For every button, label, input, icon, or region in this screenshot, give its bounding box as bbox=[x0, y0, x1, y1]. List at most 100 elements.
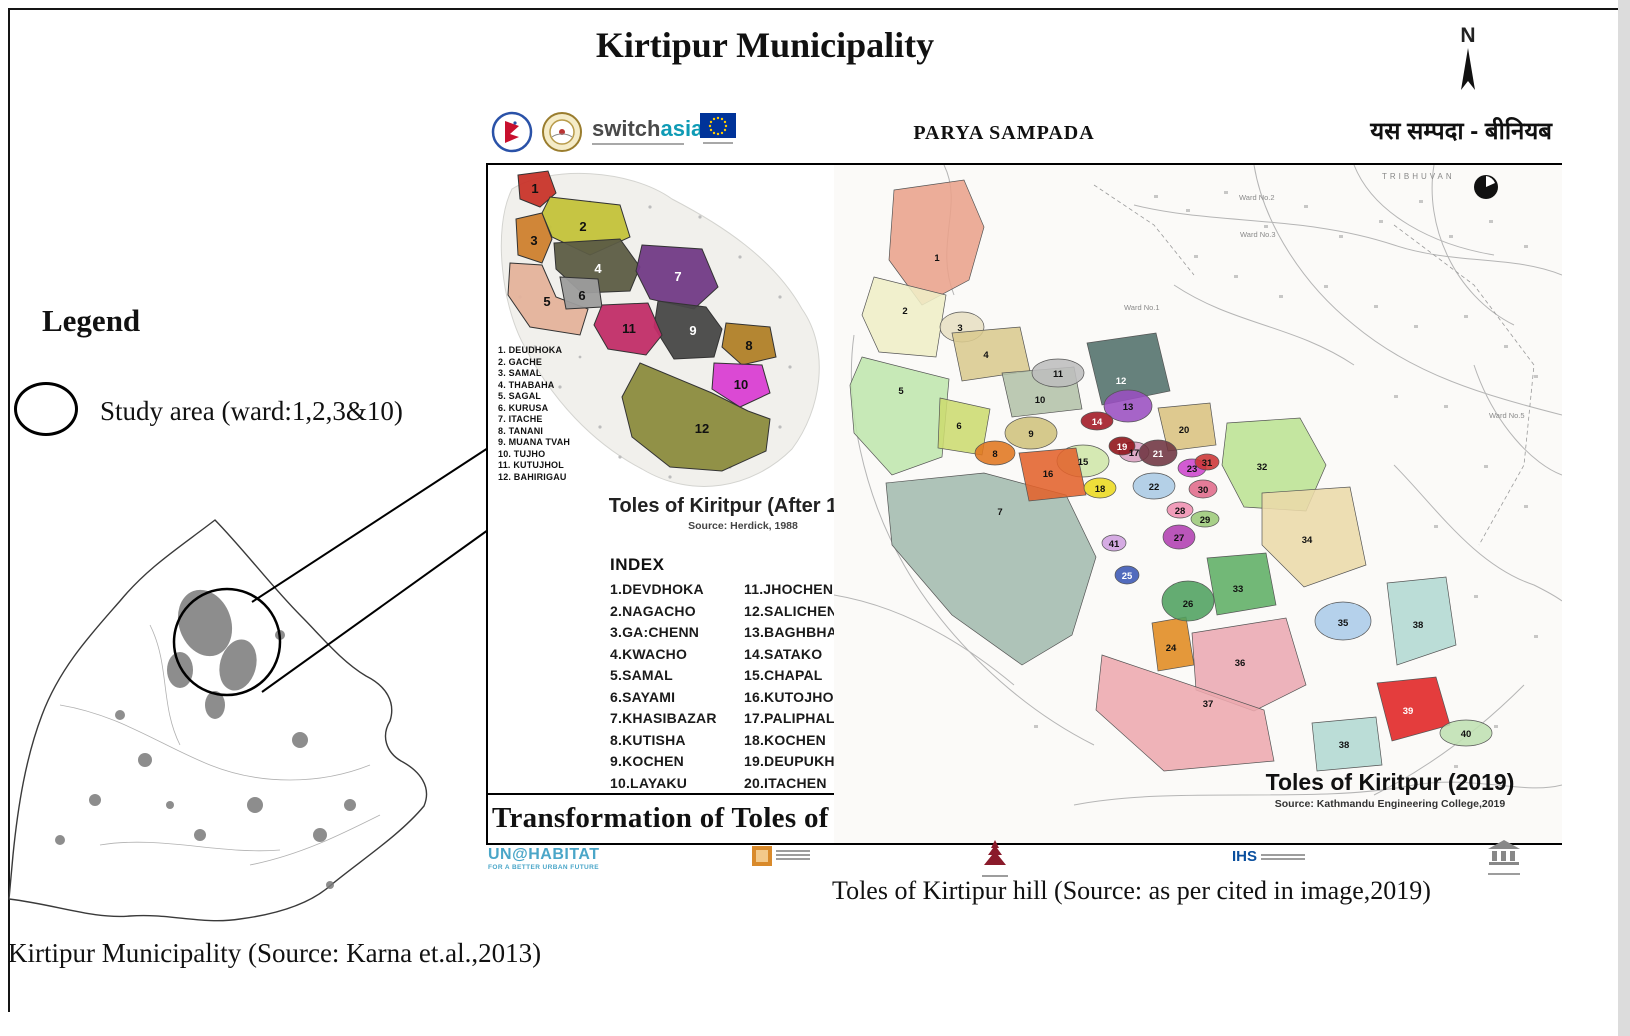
region-number: 6 bbox=[956, 421, 961, 432]
region-number: 25 bbox=[1122, 571, 1133, 582]
region-number: 11 bbox=[1053, 369, 1064, 380]
region-number: 29 bbox=[1200, 515, 1211, 526]
study-area-label: Study area (ward:1,2,3&10) bbox=[100, 396, 403, 426]
region-number: 2 bbox=[902, 306, 907, 317]
unhabitat-logo: UN@HABITAT FOR A BETTER URBAN FUTURE bbox=[488, 846, 600, 871]
toles-map-panel: 1 2 3 4 5 6 7 8 9 10 11 12 1. DEUDHOKA 2… bbox=[486, 163, 1562, 845]
tole-item: 2. GACHE bbox=[498, 356, 543, 367]
tole-item: 7. ITACHE bbox=[498, 414, 543, 424]
region-number: 16 bbox=[1043, 469, 1054, 480]
region-number: 31 bbox=[1202, 458, 1213, 469]
ward-label: Ward No.2 bbox=[1239, 193, 1275, 202]
region-number: 24 bbox=[1166, 643, 1177, 654]
eu-flag-logo bbox=[700, 113, 736, 144]
north-label: N bbox=[1460, 24, 1476, 47]
index-entry: 7.KHASIBAZAR bbox=[610, 710, 717, 726]
municipality-emblem-logo bbox=[542, 112, 582, 152]
ward-label: Ward No.5 bbox=[1489, 411, 1525, 420]
historic-map-source: Source: Herdick, 1988 bbox=[688, 520, 798, 532]
switchasia-tagline-bar bbox=[592, 143, 684, 145]
basemap-roads bbox=[834, 165, 1562, 806]
tole-item: 8. TANANI bbox=[498, 425, 544, 436]
region-number: 27 bbox=[1174, 533, 1185, 544]
figure-border-left bbox=[8, 8, 10, 1012]
partner-logo-orange bbox=[752, 846, 810, 866]
map2019-title-block: Toles of Kiritpur (2019) Source: Kathman… bbox=[1228, 769, 1552, 810]
municipality-outline-map bbox=[8, 519, 428, 922]
ihs-logo: IHS bbox=[1232, 848, 1306, 865]
historic-region-numbers: 1 2 3 4 5 6 7 8 9 10 11 12 bbox=[530, 181, 752, 436]
index-entry: 14.SATAKO bbox=[744, 645, 823, 662]
clock-icon bbox=[1474, 175, 1498, 199]
orange-square-icon bbox=[752, 846, 772, 866]
region-number: 28 bbox=[1175, 506, 1186, 517]
region-number: 3 bbox=[530, 233, 537, 248]
legend-heading: Legend bbox=[42, 303, 141, 338]
region-number: 30 bbox=[1198, 485, 1209, 496]
region-number: 12 bbox=[1116, 376, 1127, 387]
parya-sampada-title: PARYA SAMPADA bbox=[913, 122, 1095, 144]
region-number: 38 bbox=[1339, 740, 1350, 751]
index-entry: 10.LAYAKU bbox=[610, 774, 688, 791]
region-number: 37 bbox=[1203, 699, 1214, 710]
tole-item: 6. KURUSA bbox=[498, 402, 549, 413]
index-entry: 5.SAMAL bbox=[610, 667, 673, 683]
region-number: 7 bbox=[674, 269, 681, 284]
map2019-source: Source: Kathmandu Engineering College,20… bbox=[1274, 798, 1506, 810]
figure-border-top bbox=[8, 8, 1624, 10]
index-entry: 6.SAYAMI bbox=[610, 688, 676, 705]
building-icon bbox=[1488, 840, 1520, 865]
region-number: 10 bbox=[734, 377, 748, 392]
switchasia-part2: asia bbox=[660, 116, 704, 141]
region-number: 14 bbox=[1092, 417, 1103, 428]
index-entry: 16.KUTOJHOL bbox=[744, 688, 843, 705]
region-number: 15 bbox=[1078, 457, 1089, 468]
ward-label: Ward No.1 bbox=[1124, 303, 1160, 312]
region-number: 13 bbox=[1123, 402, 1134, 413]
region-number: 34 bbox=[1302, 535, 1313, 546]
region-number: 17 bbox=[1129, 448, 1140, 459]
page-title: Kirtipur Municipality bbox=[595, 25, 935, 65]
region-number: 32 bbox=[1257, 462, 1268, 473]
tole-regions-2019 bbox=[849, 179, 1493, 772]
index-entry: 9.KOCHEN bbox=[610, 753, 684, 769]
region-number: 39 bbox=[1403, 706, 1414, 717]
index-entry: 2.NAGACHO bbox=[610, 602, 696, 619]
index-entry: 3.GA:CHENN bbox=[610, 624, 700, 640]
region-number: 18 bbox=[1095, 484, 1106, 495]
historic-map-title-block: Toles of Kiritpur (After 1655) Source: H… bbox=[578, 495, 908, 532]
tole-item: 1. DEUDHOKA bbox=[498, 345, 563, 355]
historic-toles-map: 1 2 3 4 5 6 7 8 9 10 11 12 bbox=[500, 170, 820, 487]
region-number: 8 bbox=[745, 338, 752, 353]
partner-logo-building bbox=[1488, 840, 1520, 877]
index-entry: 1.DEVDHOKA bbox=[610, 581, 704, 597]
index-entry: 12.SALICHENN bbox=[744, 602, 848, 619]
study-area-symbol bbox=[14, 382, 78, 436]
region-number: 33 bbox=[1233, 584, 1244, 595]
basemap-buildings bbox=[1034, 191, 1538, 768]
tole-item: 9. MUANA TVAH bbox=[498, 437, 571, 447]
region-number: 36 bbox=[1235, 658, 1246, 669]
index-heading: INDEX bbox=[610, 555, 665, 574]
panel-caption: Toles of Kirtipur hill (Source: as per c… bbox=[832, 876, 1431, 905]
logo-text-bars bbox=[776, 846, 810, 862]
north-arrow: N bbox=[1446, 24, 1490, 98]
unhabitat-subtext: FOR A BETTER URBAN FUTURE bbox=[488, 864, 599, 871]
region-number: 41 bbox=[1109, 539, 1120, 550]
region-number: 26 bbox=[1183, 599, 1194, 610]
municipality-inner-lines bbox=[59, 624, 381, 866]
region-number: 21 bbox=[1153, 449, 1164, 460]
historic-tole-list: 1. DEUDHOKA 2. GACHE 3. SAMAL 4. THABAHA… bbox=[498, 345, 570, 483]
index-entry: 4.KWACHO bbox=[610, 645, 688, 662]
region-number: 11 bbox=[622, 321, 636, 336]
logo-text-bars bbox=[1261, 848, 1306, 862]
historic-map-title: Toles of Kiritpur (After 1655) bbox=[608, 495, 878, 517]
region-number: 9 bbox=[1028, 429, 1033, 440]
partner-logo-maroon bbox=[982, 840, 1008, 879]
region-number: 6 bbox=[578, 288, 585, 303]
tole-item: 12. BAHIRIGAU bbox=[498, 471, 567, 482]
north-arrow-icon bbox=[1461, 48, 1475, 90]
region-number: 22 bbox=[1149, 482, 1160, 493]
region-number: 5 bbox=[898, 386, 904, 397]
